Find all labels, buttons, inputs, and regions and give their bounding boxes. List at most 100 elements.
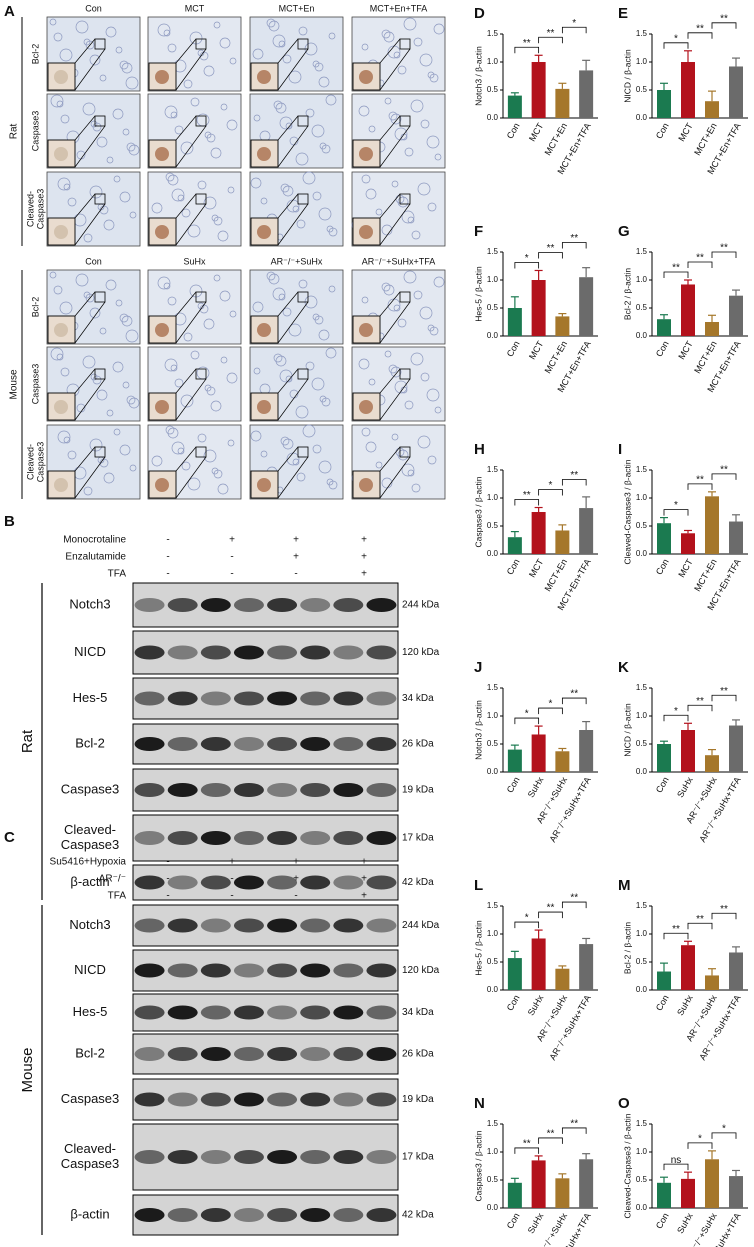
tissue-texture <box>89 54 101 66</box>
roi-box <box>94 446 106 458</box>
tissue-texture <box>426 388 440 402</box>
y-axis-label: Bcl-2 / β-actin <box>622 268 632 320</box>
tissue-texture <box>268 20 280 32</box>
zoom-line <box>379 38 401 64</box>
protein-label: Notch3 <box>69 596 110 611</box>
tissue-texture <box>426 135 440 149</box>
blot-band <box>233 1150 264 1164</box>
x-tick-label: Con <box>505 993 522 1012</box>
tissue-texture <box>273 100 283 110</box>
tissue-texture <box>204 131 212 139</box>
tissue-texture <box>252 301 264 313</box>
tissue-texture <box>390 366 402 378</box>
y-axis-label: Cleaved-Caspase3 / β-actin <box>622 459 632 564</box>
tissue-texture <box>361 427 371 437</box>
tissue-texture <box>187 224 201 238</box>
y-tick-label: 1.0 <box>636 57 648 66</box>
blot-band <box>200 918 231 933</box>
tissue-texture <box>253 114 261 122</box>
bar <box>657 1182 671 1208</box>
tissue-texture <box>90 373 98 381</box>
tissue-texture <box>302 424 316 438</box>
tissue-texture <box>229 57 237 65</box>
tissue-texture <box>96 389 108 401</box>
tissue-texture <box>49 271 57 279</box>
group-header: MCT+En+TFA <box>370 3 428 13</box>
blot-band <box>333 737 364 751</box>
y-tick-label: 1.5 <box>487 1119 499 1128</box>
roi-box <box>399 368 411 380</box>
blot-band <box>366 963 397 978</box>
tissue-texture <box>121 315 133 327</box>
mw-label: 17 kDa <box>402 833 434 844</box>
tissue-texture <box>180 394 194 408</box>
tissue-texture <box>89 185 103 199</box>
treatment-sign: + <box>229 857 235 868</box>
tissue-texture <box>151 202 163 214</box>
bar <box>531 734 546 772</box>
blot-band <box>366 783 397 797</box>
significance-bracket <box>538 1137 563 1144</box>
tissue-texture <box>203 65 215 77</box>
tissue-texture <box>381 29 391 39</box>
tissue-texture <box>427 202 437 212</box>
roi-box <box>195 368 207 380</box>
zoom-detail <box>257 323 271 337</box>
tissue-texture <box>394 127 408 141</box>
significance-label: * <box>674 33 678 44</box>
blot-band <box>233 1208 264 1222</box>
tissue-texture <box>165 172 175 182</box>
blot-band <box>366 1047 397 1061</box>
y-tick-label: 1.0 <box>487 929 499 938</box>
tissue-texture <box>318 329 330 341</box>
zoom-line <box>379 291 401 317</box>
tissue-texture <box>417 435 431 449</box>
treatment-label: Enzalutamide <box>65 552 126 563</box>
treatment-sign: + <box>361 535 367 546</box>
zoom-line <box>175 125 207 168</box>
treatment-label: AR⁻/⁻ <box>99 874 126 885</box>
roi-box <box>297 38 309 50</box>
tissue-texture <box>82 102 96 116</box>
bar <box>729 952 743 990</box>
blot-band <box>167 875 198 890</box>
species-label: Mouse <box>9 369 20 399</box>
treatment-sign: + <box>293 552 299 563</box>
bar <box>681 284 695 336</box>
tissue-texture <box>266 18 276 28</box>
bar <box>579 70 594 118</box>
zoom-line <box>277 446 299 472</box>
tissue-texture <box>180 141 194 155</box>
treatment-sign: - <box>166 857 169 868</box>
blot-band <box>267 1208 298 1222</box>
tissue-texture <box>83 233 93 243</box>
blot-band <box>267 1092 298 1107</box>
tissue-texture <box>171 188 185 202</box>
zoom-line <box>175 38 197 64</box>
zoom-detail <box>54 478 68 492</box>
treatment-sign: + <box>293 857 299 868</box>
roi-box <box>297 368 309 380</box>
y-tick-label: 1.0 <box>487 493 499 502</box>
blot-band <box>200 598 231 612</box>
blot-band <box>200 691 231 706</box>
significance-bracket <box>561 901 587 909</box>
row-label: Bcl-2 <box>30 297 40 318</box>
zoom-line <box>74 193 96 219</box>
x-tick-label: Con <box>505 775 522 794</box>
blot-band <box>366 645 397 660</box>
y-tick-label: 0.0 <box>487 331 499 340</box>
blot-band <box>366 598 397 612</box>
blot-band <box>300 645 331 660</box>
x-tick-label: MCT+En <box>692 557 719 593</box>
species-label: Rat <box>19 729 36 753</box>
row-label: Caspase3 <box>35 189 45 230</box>
zoom-line <box>277 193 299 219</box>
bar <box>579 1159 594 1208</box>
blot-band <box>366 691 397 706</box>
blot-band <box>267 691 298 706</box>
significance-bracket <box>514 499 540 506</box>
x-tick-label: Con <box>654 121 671 140</box>
tissue-texture <box>106 409 114 417</box>
